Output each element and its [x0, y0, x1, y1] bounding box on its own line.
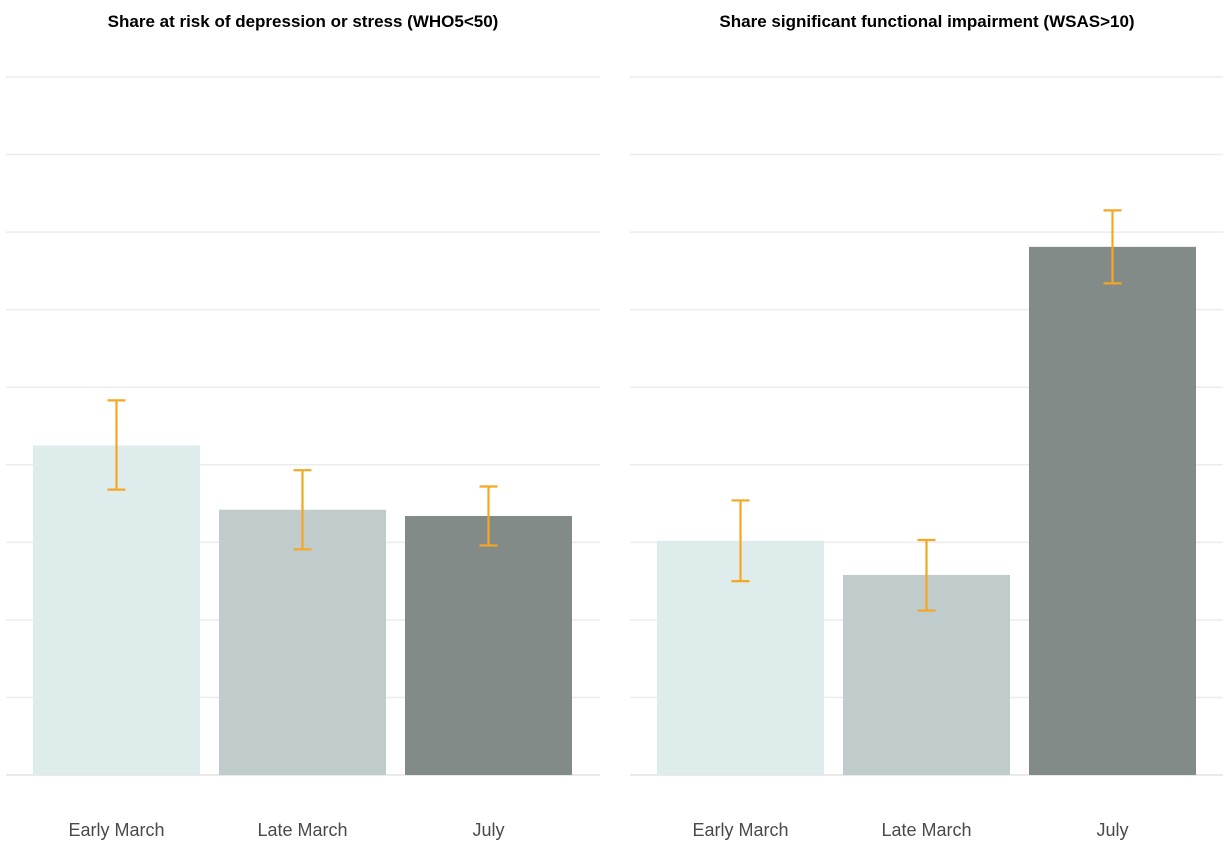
- panel-who5: Share at risk of depression or stress (W…: [6, 12, 600, 840]
- error-bar: [479, 485, 498, 547]
- x-tick-label: July: [472, 820, 504, 840]
- error-bar: [107, 399, 126, 491]
- x-tick-label: Late March: [257, 820, 347, 840]
- panel-title: Share at risk of depression or stress (W…: [108, 12, 499, 31]
- error-bar: [1103, 209, 1122, 285]
- bar-late-march: [219, 509, 386, 775]
- bar-early-march: [33, 445, 200, 775]
- error-bar: [917, 538, 936, 612]
- error-bar: [293, 469, 312, 551]
- panel-wsas: Share significant functional impairment …: [630, 12, 1223, 840]
- x-tick-label: Early March: [692, 820, 788, 840]
- bar-july: [1029, 246, 1196, 775]
- x-tick-label: Late March: [881, 820, 971, 840]
- x-tick-label: July: [1096, 820, 1128, 840]
- panel-title: Share significant functional impairment …: [719, 12, 1134, 31]
- error-bar: [731, 499, 750, 583]
- bar-july: [405, 515, 572, 775]
- x-tick-label: Early March: [68, 820, 164, 840]
